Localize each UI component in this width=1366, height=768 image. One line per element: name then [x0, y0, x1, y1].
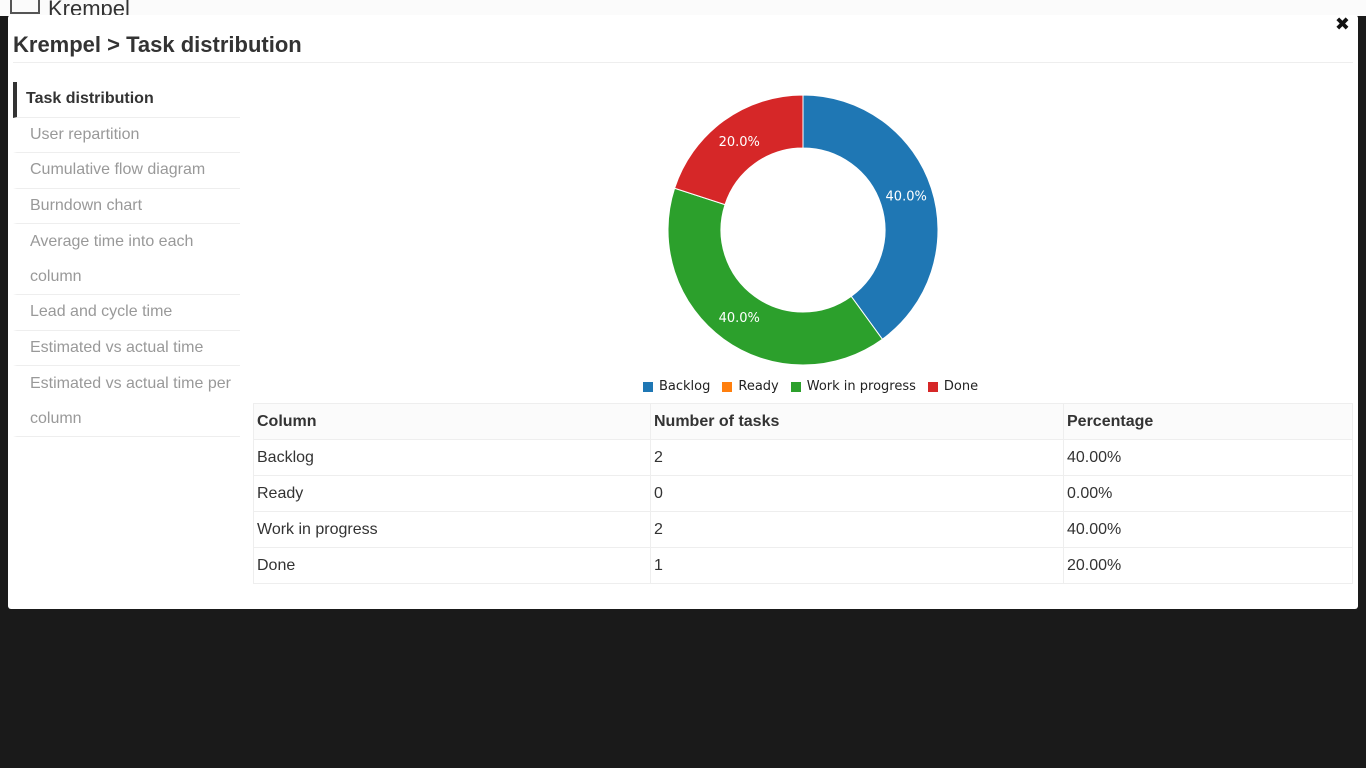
task-distribution-table: Column Number of tasks Percentage Backlo… [253, 403, 1353, 584]
app-logo-icon [10, 0, 40, 14]
sidebar-item-burndown-chart[interactable]: Burndown chart [13, 189, 240, 224]
cell-column: Done [253, 547, 651, 584]
sidebar-item-estimated-vs-actual-time[interactable]: Estimated vs actual time [13, 331, 240, 366]
cell-percentage: 0.00% [1063, 475, 1353, 512]
cell-percentage: 40.00% [1063, 511, 1353, 548]
legend-swatch [722, 381, 733, 392]
sidebar-item-task-distribution[interactable]: Task distribution [13, 82, 240, 118]
legend-swatch [790, 381, 801, 392]
column-header-number-of-tasks: Number of tasks [650, 403, 1064, 440]
slice-label: 20.0% [719, 135, 760, 150]
sidebar-item-estimated-vs-actual-time-per-column[interactable]: Estimated vs actual time per column [13, 366, 240, 437]
table-row: Ready 0 0.00% [253, 475, 1353, 512]
slice-label: 40.0% [719, 311, 760, 326]
title-divider [13, 62, 1353, 63]
cell-column: Backlog [253, 439, 651, 476]
donut-slice-backlog[interactable] [802, 94, 939, 340]
legend-label: Ready [738, 379, 779, 394]
cell-column: Work in progress [253, 511, 651, 548]
sidebar-item-user-repartition[interactable]: User repartition [13, 118, 240, 153]
cell-number-of-tasks: 1 [650, 547, 1064, 584]
sidebar-item-cumulative-flow-diagram[interactable]: Cumulative flow diagram [13, 153, 240, 189]
backdrop-header: Krempel [0, 0, 1366, 16]
legend-swatch [643, 381, 653, 392]
app-title: Krempel [48, 0, 130, 16]
sidebar-item-lead-and-cycle-time[interactable]: Lead and cycle time [13, 295, 240, 331]
legend-item-backlog[interactable]: Backlog [643, 379, 710, 394]
page-title: Krempel > Task distribution [13, 32, 302, 57]
sidebar: Task distribution User repartition Cumul… [13, 82, 240, 437]
cell-percentage: 20.00% [1063, 547, 1353, 584]
column-header-column: Column [253, 403, 651, 440]
legend-item-work-in-progress[interactable]: Work in progress [790, 379, 916, 394]
donut-slice-done[interactable] [673, 94, 804, 206]
legend-label: Work in progress [806, 379, 916, 394]
table-row: Done 1 20.00% [253, 547, 1353, 584]
chart-legend: Backlog Ready Work in progress Done [643, 379, 978, 394]
donut-chart: 40.0% 40.0% 20.0% [667, 94, 939, 366]
cell-number-of-tasks: 2 [650, 439, 1064, 476]
cell-column: Ready [253, 475, 651, 512]
legend-item-done[interactable]: Done [927, 379, 979, 394]
donut-slice-work-in-progress[interactable] [667, 187, 884, 366]
sidebar-item-average-time-into-each-column[interactable]: Average time into each column [13, 224, 240, 295]
close-icon[interactable]: ✖ [1334, 14, 1350, 34]
legend-swatch [927, 381, 938, 392]
slice-label: 40.0% [886, 189, 927, 204]
column-header-percentage: Percentage [1063, 403, 1353, 440]
table-row: Work in progress 2 40.00% [253, 511, 1353, 548]
legend-item-ready[interactable]: Ready [722, 379, 779, 394]
legend-label: Done [943, 379, 979, 394]
table-header-row: Column Number of tasks Percentage [253, 403, 1353, 440]
legend-label: Backlog [659, 379, 711, 394]
task-distribution-chart: 40.0% 40.0% 20.0% Backlog Ready Work in prog… [253, 85, 1353, 405]
cell-number-of-tasks: 2 [650, 511, 1064, 548]
cell-percentage: 40.00% [1063, 439, 1353, 476]
table-row: Backlog 2 40.00% [253, 439, 1353, 476]
modal-dialog: ✖ Krempel > Task distribution Task distr… [8, 15, 1358, 609]
cell-number-of-tasks: 0 [650, 475, 1064, 512]
